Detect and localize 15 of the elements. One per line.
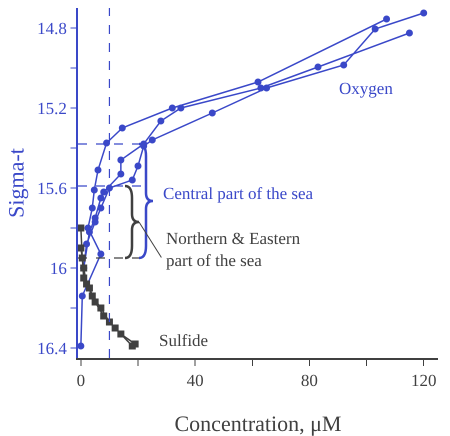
x-tick-label: 80 bbox=[300, 371, 318, 390]
y-tick-label: 15.6 bbox=[37, 178, 67, 198]
annotation: Oxygen bbox=[339, 79, 394, 98]
y-tick-label: 15.2 bbox=[37, 98, 67, 118]
y-tick-label: 16 bbox=[50, 258, 67, 278]
annotation: Sulfide bbox=[159, 331, 208, 350]
x-tick-label: 40 bbox=[186, 371, 204, 390]
y-tick-label: 16.4 bbox=[37, 338, 68, 358]
x-axis-title: Concentration, μM bbox=[174, 411, 342, 436]
x-tick-label: 0 bbox=[76, 371, 86, 390]
y-axis-title: Sigma-t bbox=[4, 148, 28, 218]
x-tick-label: 120 bbox=[410, 371, 436, 390]
y-tick-label: 14.8 bbox=[37, 18, 67, 38]
annotation: Northern & Eastern part of the sea bbox=[166, 229, 301, 270]
annotation: Central part of the sea bbox=[163, 184, 314, 203]
